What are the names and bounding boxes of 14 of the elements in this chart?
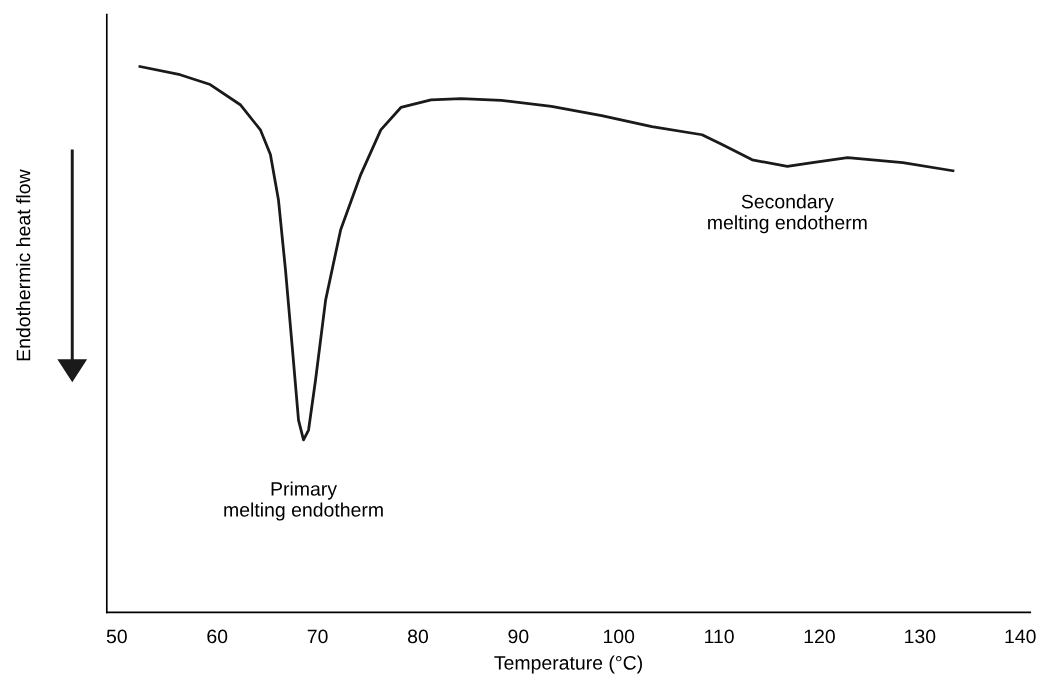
annotation: Primary melting endotherm: [224, 481, 383, 521]
x-tick-label: 130: [905, 629, 936, 644]
y-axis-title: Endothermic heat flow: [16, 169, 31, 361]
x-axis-title: Temperature (°C): [494, 655, 642, 674]
x-tick-label: 50: [106, 629, 127, 644]
x-tick-label: 100: [603, 629, 635, 644]
x-tick-label: 120: [804, 629, 835, 644]
x-tick-label: 110: [705, 629, 734, 644]
x-tick-label: 90: [508, 629, 529, 644]
x-tick-label: 80: [407, 629, 429, 644]
x-tick-label: 60: [207, 629, 228, 644]
annotation: Secondary melting endotherm: [708, 194, 867, 234]
x-tick-label: 70: [307, 629, 328, 644]
x-tick-label: 140: [1005, 629, 1036, 644]
